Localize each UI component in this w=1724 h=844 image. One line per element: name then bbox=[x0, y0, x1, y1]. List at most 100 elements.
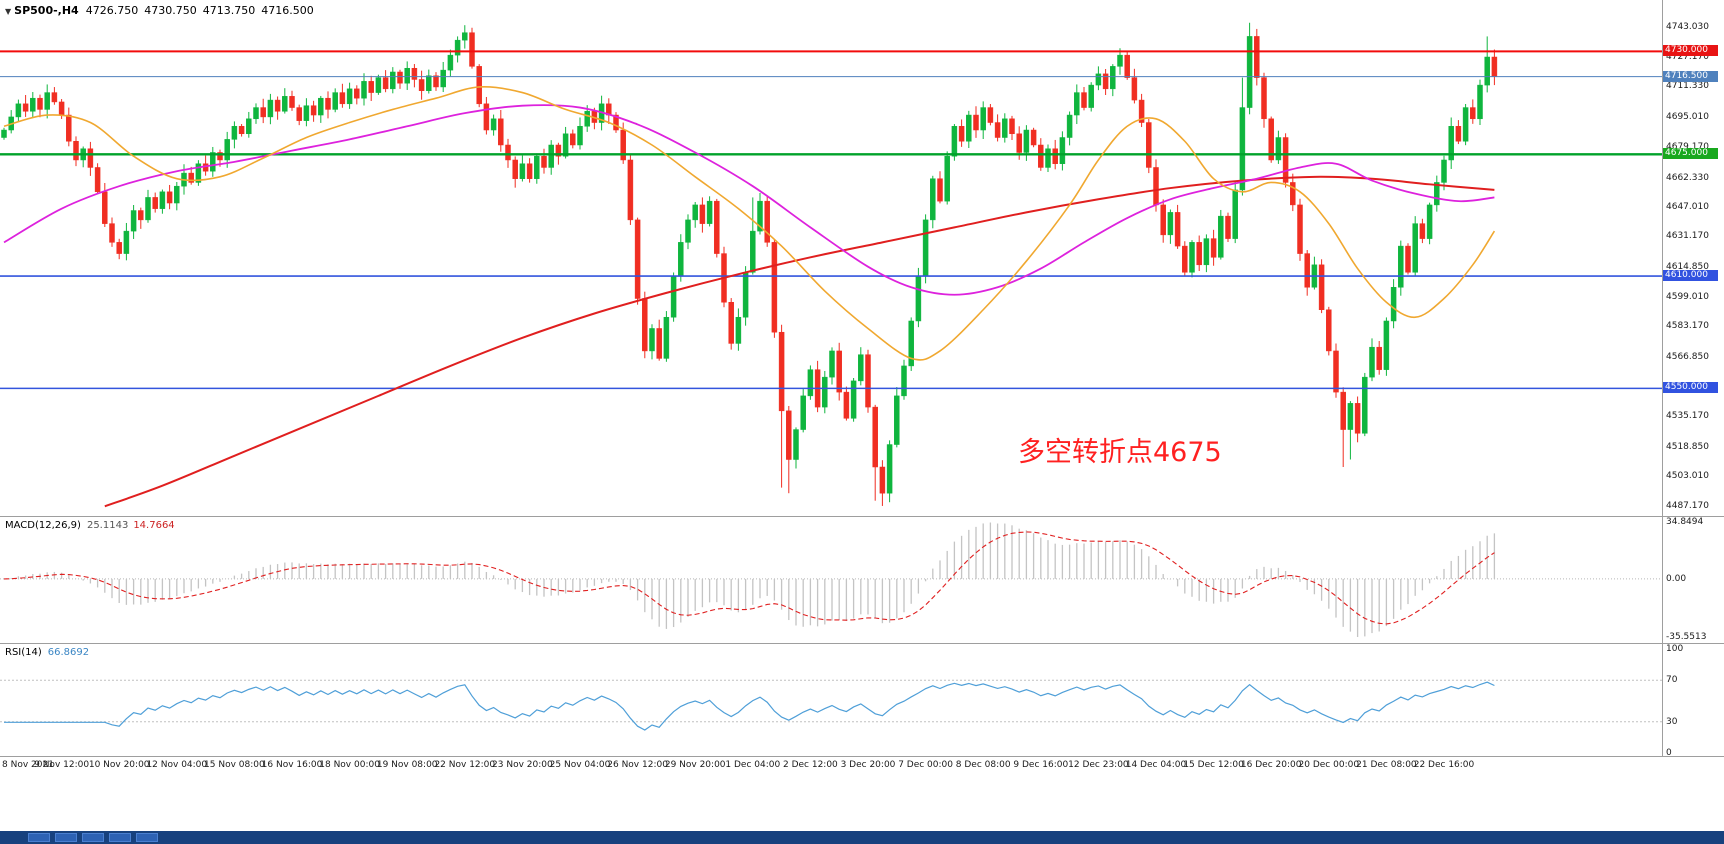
candle bbox=[1491, 56, 1498, 77]
pane-separator[interactable] bbox=[0, 643, 1724, 644]
candle bbox=[706, 200, 713, 224]
ohlc-close: 4716.500 bbox=[261, 4, 314, 17]
time-tick-label: 18 Nov 00:00 bbox=[319, 760, 380, 770]
candle bbox=[663, 316, 670, 359]
macd-title: MACD(12,26,9) bbox=[5, 520, 81, 531]
candle bbox=[1052, 148, 1058, 164]
candle bbox=[246, 118, 252, 135]
candle bbox=[699, 204, 706, 224]
candle bbox=[944, 155, 950, 202]
price-chart-canvas[interactable] bbox=[0, 0, 1662, 516]
macd-pane-canvas[interactable] bbox=[0, 517, 1662, 643]
candle bbox=[332, 92, 338, 110]
time-tick-label: 10 Nov 20:00 bbox=[88, 760, 150, 770]
candle bbox=[901, 365, 907, 397]
time-tick-label: 22 Nov 12:00 bbox=[434, 760, 496, 770]
candle bbox=[1290, 182, 1296, 206]
candle bbox=[397, 71, 403, 84]
candle bbox=[757, 200, 763, 232]
rsi-pane-canvas[interactable] bbox=[0, 644, 1662, 756]
candle bbox=[930, 178, 936, 221]
price-badge-4610.000: 4610.000 bbox=[1663, 270, 1718, 282]
candle bbox=[498, 118, 504, 146]
time-tick-label: 25 Nov 04:00 bbox=[549, 760, 611, 770]
candle bbox=[51, 92, 58, 103]
candle bbox=[1369, 346, 1375, 378]
candle bbox=[1434, 182, 1440, 206]
candle bbox=[958, 126, 965, 142]
candle bbox=[685, 219, 691, 243]
candle bbox=[519, 163, 526, 179]
candle bbox=[1088, 84, 1094, 108]
ohlc-low: 4713.750 bbox=[202, 4, 256, 17]
candle bbox=[339, 92, 346, 105]
candle bbox=[325, 97, 331, 110]
ma-slow-red bbox=[104, 175, 1495, 508]
candle bbox=[678, 242, 684, 277]
taskbar-button[interactable] bbox=[55, 833, 77, 842]
candle bbox=[1282, 137, 1289, 183]
candle bbox=[973, 114, 979, 131]
candle bbox=[642, 298, 648, 352]
symbol-timeframe-label: SP500-,H4 bbox=[14, 4, 79, 17]
taskbar-button[interactable] bbox=[28, 833, 50, 842]
macd-main-value: 25.1143 bbox=[86, 520, 129, 531]
candle bbox=[231, 126, 238, 140]
candle bbox=[584, 111, 590, 127]
candle bbox=[210, 152, 216, 172]
candle bbox=[1066, 114, 1073, 138]
axis-separator-line bbox=[1662, 0, 1663, 757]
price-axis[interactable]: 4743.030 4727.170 4711.330 4695.010 4679.170… bbox=[1663, 0, 1724, 758]
pane-separator bbox=[0, 756, 1724, 757]
candle bbox=[404, 67, 410, 84]
time-tick-label: 15 Nov 08:00 bbox=[204, 760, 265, 770]
price-tick-label: 4695.010 bbox=[1666, 111, 1709, 122]
candle bbox=[534, 155, 540, 179]
candle bbox=[858, 354, 864, 382]
chart-annotation-text[interactable]: 多空转折点4675 bbox=[1018, 437, 1222, 468]
candle bbox=[1340, 391, 1346, 430]
candle bbox=[728, 302, 734, 344]
ohlc-open: 4726.750 bbox=[85, 4, 139, 17]
candle bbox=[166, 191, 173, 204]
candle bbox=[87, 148, 94, 168]
candle bbox=[382, 77, 389, 90]
price-tick-label: 4614.850 bbox=[1666, 261, 1709, 272]
hlines-layer bbox=[0, 50, 1662, 390]
symbol-dropdown-icon[interactable]: ▼ bbox=[5, 7, 12, 16]
taskbar-button[interactable] bbox=[82, 833, 104, 842]
candle bbox=[1030, 129, 1037, 146]
candle bbox=[548, 144, 554, 168]
pane-separator[interactable] bbox=[0, 516, 1724, 517]
candle bbox=[1318, 264, 1325, 310]
candle bbox=[778, 331, 785, 412]
taskbar-button[interactable] bbox=[136, 833, 158, 842]
time-tick-label: 21 Dec 08:00 bbox=[1356, 760, 1417, 770]
candle bbox=[159, 191, 166, 209]
candle bbox=[505, 144, 511, 161]
price-badge-4716.500: 4716.500 bbox=[1663, 70, 1718, 82]
candle bbox=[735, 316, 742, 344]
candle bbox=[800, 395, 806, 430]
candle bbox=[764, 200, 770, 243]
rsi-line bbox=[4, 681, 1495, 731]
time-axis[interactable]: 8 Nov 2021 9 Nov 12:00 10 Nov 20:00 12 Nov … bbox=[0, 757, 1662, 773]
candle bbox=[483, 103, 490, 131]
candle bbox=[750, 230, 756, 273]
candle bbox=[361, 81, 367, 99]
candle bbox=[951, 126, 958, 157]
candle bbox=[238, 126, 245, 135]
candle bbox=[433, 75, 439, 88]
time-tick-label: 22 Dec 16:00 bbox=[1413, 760, 1475, 770]
candle bbox=[94, 167, 101, 193]
candle bbox=[1225, 215, 1231, 239]
candle bbox=[476, 66, 482, 105]
price-tick-label: 4566.850 bbox=[1666, 351, 1709, 362]
candle bbox=[318, 97, 324, 116]
time-tick-label: 12 Nov 04:00 bbox=[146, 760, 208, 770]
price-tick-label: 4711.330 bbox=[1666, 81, 1709, 92]
candle bbox=[1419, 223, 1426, 239]
candle bbox=[1218, 215, 1224, 258]
taskbar-button[interactable] bbox=[109, 833, 131, 842]
candle bbox=[174, 185, 180, 204]
